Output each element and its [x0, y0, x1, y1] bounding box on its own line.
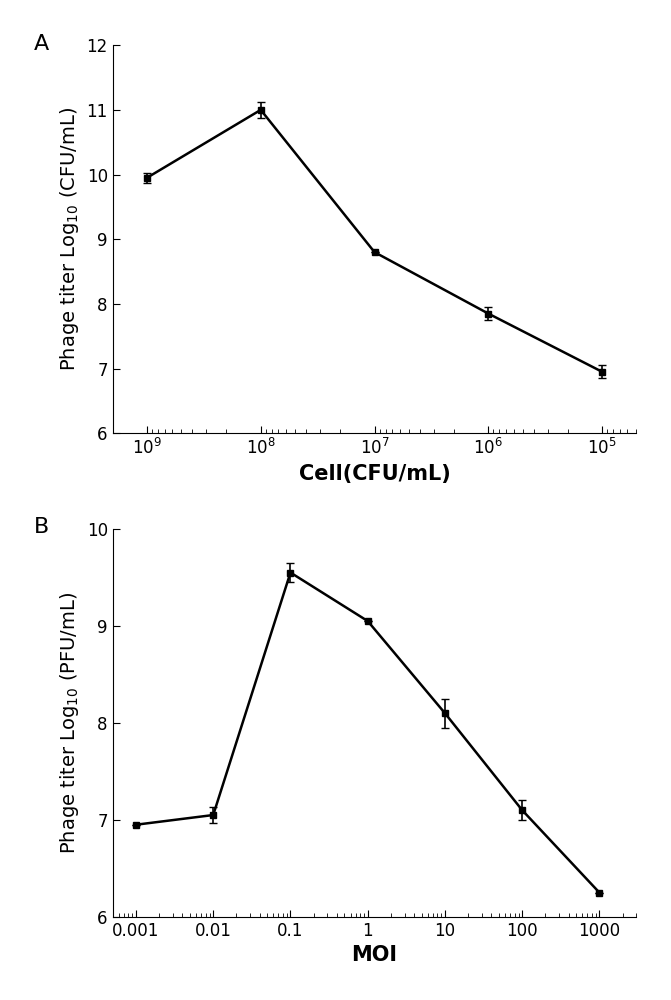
X-axis label: Cell(CFU/mL): Cell(CFU/mL) [299, 464, 450, 484]
X-axis label: MOI: MOI [352, 945, 397, 965]
Y-axis label: Phage titer Log$_{10}$ (CFU/mL): Phage titer Log$_{10}$ (CFU/mL) [58, 107, 81, 371]
Text: B: B [34, 517, 50, 537]
Y-axis label: Phage titer Log$_{10}$ (PFU/mL): Phage titer Log$_{10}$ (PFU/mL) [58, 592, 81, 854]
Text: A: A [34, 34, 50, 54]
